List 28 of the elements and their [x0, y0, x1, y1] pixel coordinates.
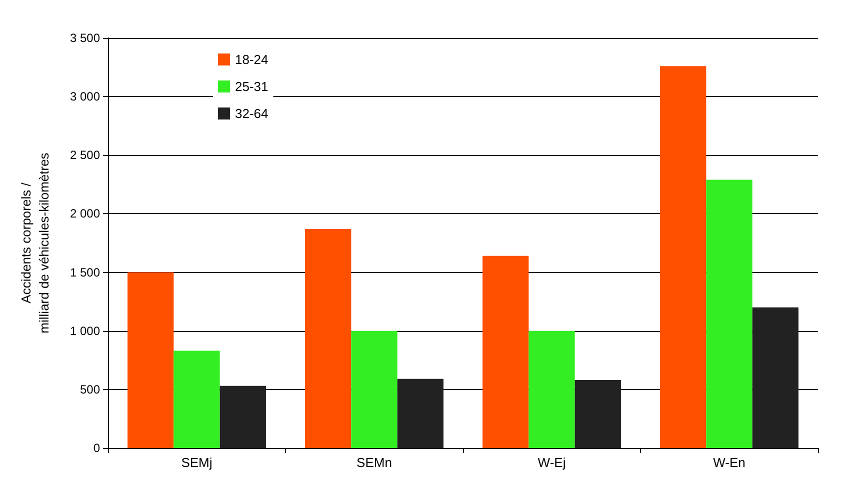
y-tick-label: 1 000 [70, 324, 100, 338]
legend-label: 18-24 [235, 52, 268, 67]
legend-label: 32-64 [235, 106, 268, 121]
y-tick-label: 0 [93, 441, 100, 455]
x-tick-label: W-En [713, 455, 746, 470]
legend-label: 25-31 [235, 79, 268, 94]
y-tick-label: 2 000 [70, 206, 100, 221]
bar [220, 386, 266, 448]
y-tick-label: 2 500 [70, 148, 100, 162]
x-tick-label: SEMj [181, 455, 212, 470]
y-tick-label: 3 500 [70, 31, 100, 45]
y-tick-label: 500 [80, 382, 100, 396]
x-tick-label: W-Ej [538, 455, 566, 470]
y-axis-title: Accidents corporels / milliard de véhicules-kilomètres [18, 152, 52, 334]
bar [305, 228, 352, 448]
bar [574, 380, 621, 448]
bar [174, 350, 220, 448]
bar [752, 307, 798, 448]
bar [660, 66, 706, 448]
bar [351, 330, 398, 448]
bar [528, 330, 575, 448]
bar [706, 180, 752, 448]
y-tick-label: 1 500 [70, 265, 100, 280]
bar [397, 378, 444, 448]
bar [482, 256, 529, 448]
bar [128, 272, 174, 448]
y-tick-label: 3 000 [70, 90, 100, 104]
x-tick-label: SEMn [356, 455, 392, 470]
